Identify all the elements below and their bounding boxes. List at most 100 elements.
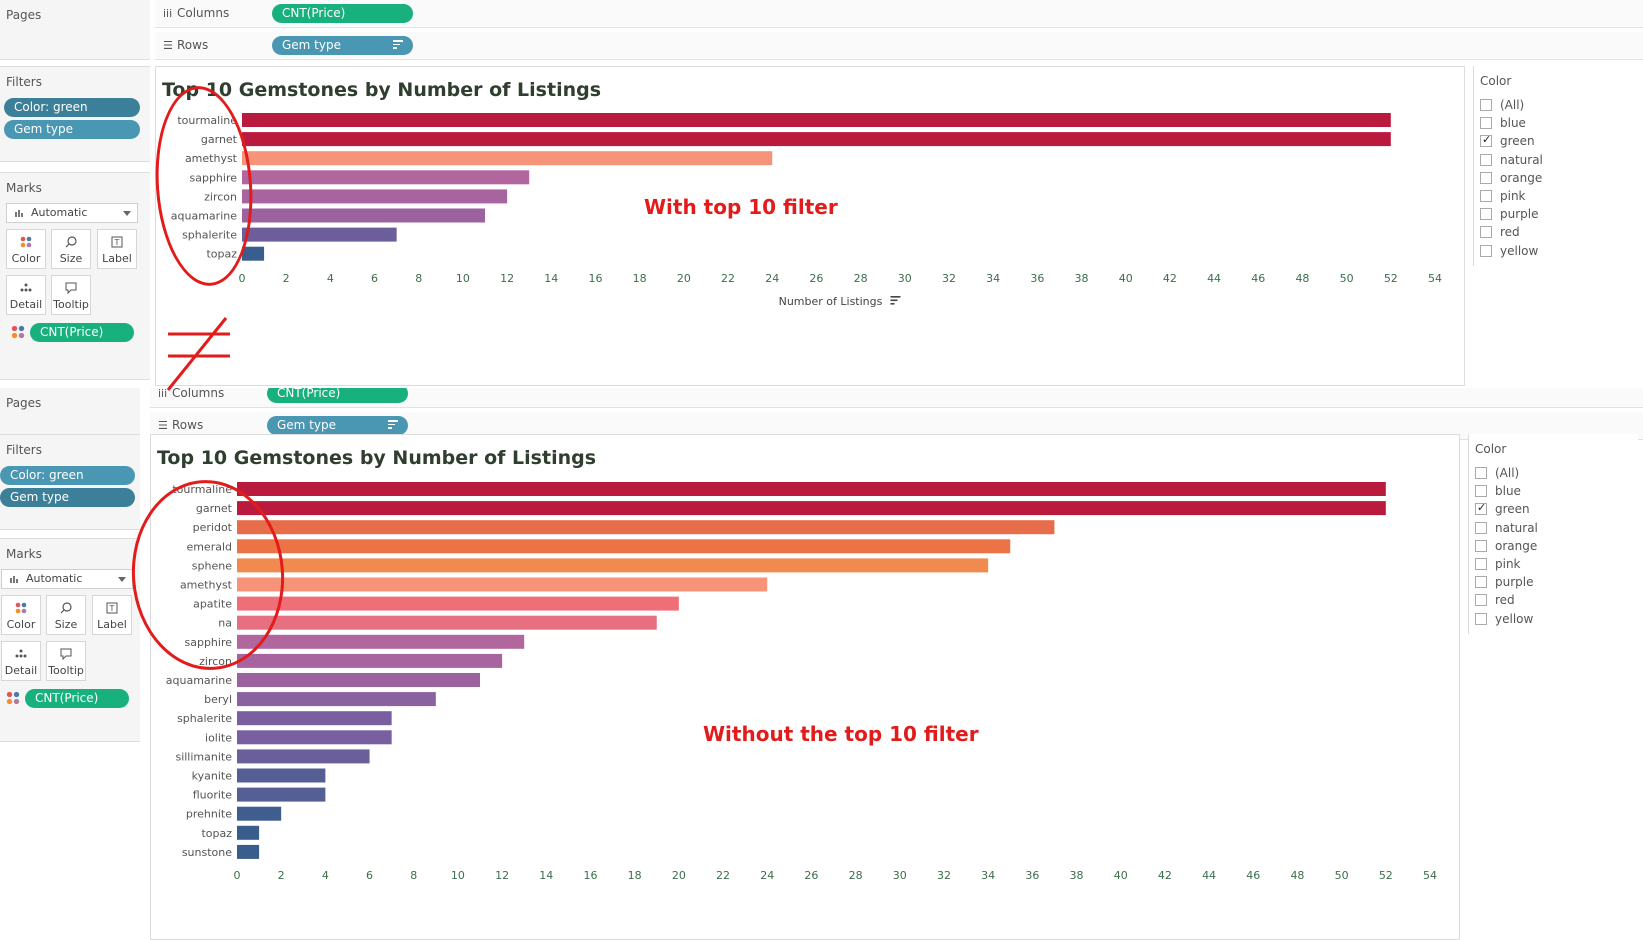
color-filter-option-natural[interactable]: natural — [1475, 521, 1538, 539]
bar-topaz[interactable] — [242, 246, 265, 261]
rows-pill[interactable]: Gem type — [272, 36, 413, 55]
color-filter-option-purple[interactable]: purple — [1475, 575, 1534, 593]
columns-pill[interactable]: CNT(Price) — [267, 388, 408, 403]
bar-sphene[interactable] — [237, 558, 989, 573]
bar-prehnite[interactable] — [237, 806, 282, 821]
bar-zircon[interactable] — [237, 653, 503, 668]
bar-amethyst[interactable] — [237, 577, 768, 592]
color-filter-option-green[interactable]: green — [1475, 501, 1530, 520]
color-filter-option-blue[interactable]: blue — [1480, 116, 1526, 134]
checkbox[interactable] — [1475, 539, 1487, 552]
color-filter-option-red[interactable]: red — [1475, 593, 1515, 611]
checkbox[interactable] — [1475, 485, 1487, 498]
color-field-pill[interactable]: CNT(Price) — [30, 323, 134, 342]
color-filter-option-label: natural — [1500, 152, 1543, 167]
bar-kyanite[interactable] — [237, 768, 326, 783]
bar-sillimanite[interactable] — [237, 749, 370, 764]
color-filter-option-orange[interactable]: orange — [1475, 539, 1537, 557]
category-label: sillimanite — [175, 750, 232, 763]
columns-shelf[interactable]: iii Columns CNT(Price) — [150, 388, 1643, 408]
color-filter-option-green[interactable]: green — [1480, 133, 1535, 152]
marks-label-button[interactable]: T Label — [97, 229, 137, 269]
chart-view[interactable]: Top 10 Gemstones by Number of Listings t… — [155, 66, 1465, 386]
filter-pill-color[interactable]: Color: green — [4, 98, 140, 117]
marks-detail-button[interactable]: Detail — [1, 641, 41, 681]
bar-tourmaline[interactable] — [242, 113, 1391, 127]
bar-aquamarine[interactable] — [237, 673, 481, 687]
filter-pill-gem-type[interactable]: Gem type — [0, 488, 135, 507]
checkbox[interactable] — [1480, 171, 1492, 184]
columns-pill[interactable]: CNT(Price) — [272, 4, 413, 23]
marks-size-button[interactable]: Size — [51, 229, 91, 269]
checkbox[interactable] — [1480, 133, 1492, 148]
bar-apatite[interactable] — [237, 596, 679, 611]
category-label: zircon — [204, 190, 237, 203]
checkbox[interactable] — [1475, 501, 1487, 516]
checkbox[interactable] — [1480, 99, 1492, 111]
checkbox[interactable] — [1480, 117, 1492, 130]
checkbox[interactable] — [1475, 612, 1487, 625]
bar-sapphire[interactable] — [237, 634, 525, 649]
checkbox[interactable] — [1475, 594, 1487, 607]
marks-color-button[interactable]: Color — [6, 229, 46, 269]
color-filter-option-pink[interactable]: pink — [1480, 189, 1526, 207]
checkbox[interactable] — [1480, 226, 1492, 239]
bar-chart-icon — [10, 576, 18, 583]
color-field-pill[interactable]: CNT(Price) — [25, 689, 129, 708]
color-filter-option-label: yellow — [1495, 611, 1534, 626]
bar-tourmaline[interactable] — [237, 482, 1386, 496]
bar-emerald[interactable] — [237, 539, 1011, 554]
checkbox[interactable] — [1475, 467, 1487, 479]
bar-topaz[interactable] — [237, 825, 260, 840]
marks-color-button[interactable]: Color — [1, 595, 41, 635]
rows-shelf[interactable]: ☰ Rows Gem type — [155, 32, 1643, 60]
mark-type-dropdown[interactable]: Automatic — [1, 569, 133, 589]
marks-size-button[interactable]: Size — [46, 595, 86, 635]
bar-garnet[interactable] — [237, 501, 1386, 516]
sort-icon[interactable] — [890, 296, 901, 305]
checkbox[interactable] — [1475, 521, 1487, 534]
bar-amethyst[interactable] — [242, 151, 773, 166]
bar-iolite[interactable] — [237, 730, 392, 745]
bar-sphalerite[interactable] — [237, 711, 392, 726]
bar-sphalerite[interactable] — [242, 227, 397, 242]
bar-peridot[interactable] — [237, 520, 1055, 535]
checkbox[interactable] — [1480, 244, 1492, 257]
filter-pill-gem-type[interactable]: Gem type — [4, 120, 140, 139]
category-label: kyanite — [192, 770, 233, 783]
color-filter-option-yellow[interactable]: yellow — [1475, 612, 1533, 630]
color-filter-option-all[interactable]: (All) — [1475, 466, 1519, 484]
color-filter-option-label: natural — [1495, 520, 1538, 535]
marks-tooltip-button[interactable]: Tooltip — [46, 641, 86, 681]
checkbox[interactable] — [1475, 576, 1487, 589]
color-filter-option-purple[interactable]: purple — [1480, 207, 1539, 225]
bar-sunstone[interactable] — [237, 844, 260, 859]
rows-pill[interactable]: Gem type — [267, 416, 408, 435]
mark-type-dropdown[interactable]: Automatic — [6, 203, 138, 223]
color-filter-option-all[interactable]: (All) — [1480, 98, 1524, 116]
bar-garnet[interactable] — [242, 132, 1391, 147]
color-filter-option-blue[interactable]: blue — [1475, 484, 1521, 502]
color-filter-option-yellow[interactable]: yellow — [1480, 244, 1538, 262]
bar-na[interactable] — [237, 615, 657, 630]
checkbox[interactable] — [1480, 208, 1492, 221]
marks-label-button[interactable]: T Label — [92, 595, 132, 635]
color-filter-option-pink[interactable]: pink — [1475, 557, 1521, 575]
marks-tooltip-button[interactable]: Tooltip — [51, 275, 91, 315]
bar-beryl[interactable] — [237, 692, 436, 707]
color-filter-option-orange[interactable]: orange — [1480, 171, 1542, 189]
columns-shelf[interactable]: iii Columns CNT(Price) — [155, 0, 1643, 28]
chart-view[interactable]: Top 10 Gemstones by Number of Listings t… — [150, 434, 1460, 940]
color-filter-option-red[interactable]: red — [1480, 225, 1520, 243]
checkbox[interactable] — [1475, 558, 1487, 570]
bar-sapphire[interactable] — [242, 170, 530, 185]
bar-fluorite[interactable] — [237, 787, 326, 802]
bar-zircon[interactable] — [242, 189, 508, 204]
color-filter-option-natural[interactable]: natural — [1480, 153, 1543, 171]
bar-aquamarine[interactable] — [242, 208, 486, 223]
checkbox[interactable] — [1480, 190, 1492, 202]
size-icon — [65, 236, 77, 248]
filter-pill-color[interactable]: Color: green — [0, 466, 135, 485]
checkbox[interactable] — [1480, 153, 1492, 166]
marks-detail-button[interactable]: Detail — [6, 275, 46, 315]
